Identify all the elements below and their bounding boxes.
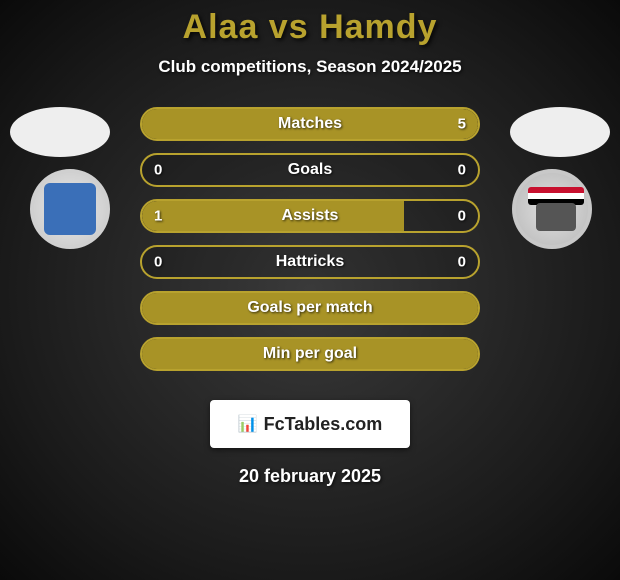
page-title: Alaa vs Hamdy [0,0,620,47]
stat-row: 00Goals [140,153,480,187]
player-right-club-badge [512,169,592,249]
stat-label: Matches [142,115,478,133]
comparison-panel: 5Matches 00Goals 10Assists 00Hattricks Goals… [0,107,620,392]
stat-label: Min per goal [142,345,478,363]
brand-prefix: Fc [264,414,285,435]
stat-label: Goals per match [142,299,478,317]
page-subtitle: Club competitions, Season 2024/2025 [0,57,620,77]
brand-suffix: Tables.com [285,414,383,435]
stat-row: 5Matches [140,107,480,141]
stat-row: 10Assists [140,199,480,233]
chart-icon: 📊 [238,414,258,434]
stat-row: Min per goal [140,337,480,371]
player-left-avatar [10,107,110,157]
stat-bars: 5Matches 00Goals 10Assists 00Hattricks Goals… [140,107,480,383]
stat-row: Goals per match [140,291,480,325]
player-right-avatar [510,107,610,157]
stat-row: 00Hattricks [140,245,480,279]
stat-label: Hattricks [142,253,478,271]
stat-label: Goals [142,161,478,179]
brand-badge: 📊 FcTables.com [210,400,410,448]
player-left-club-badge [30,169,110,249]
date-label: 20 february 2025 [0,466,620,487]
stat-label: Assists [142,207,478,225]
